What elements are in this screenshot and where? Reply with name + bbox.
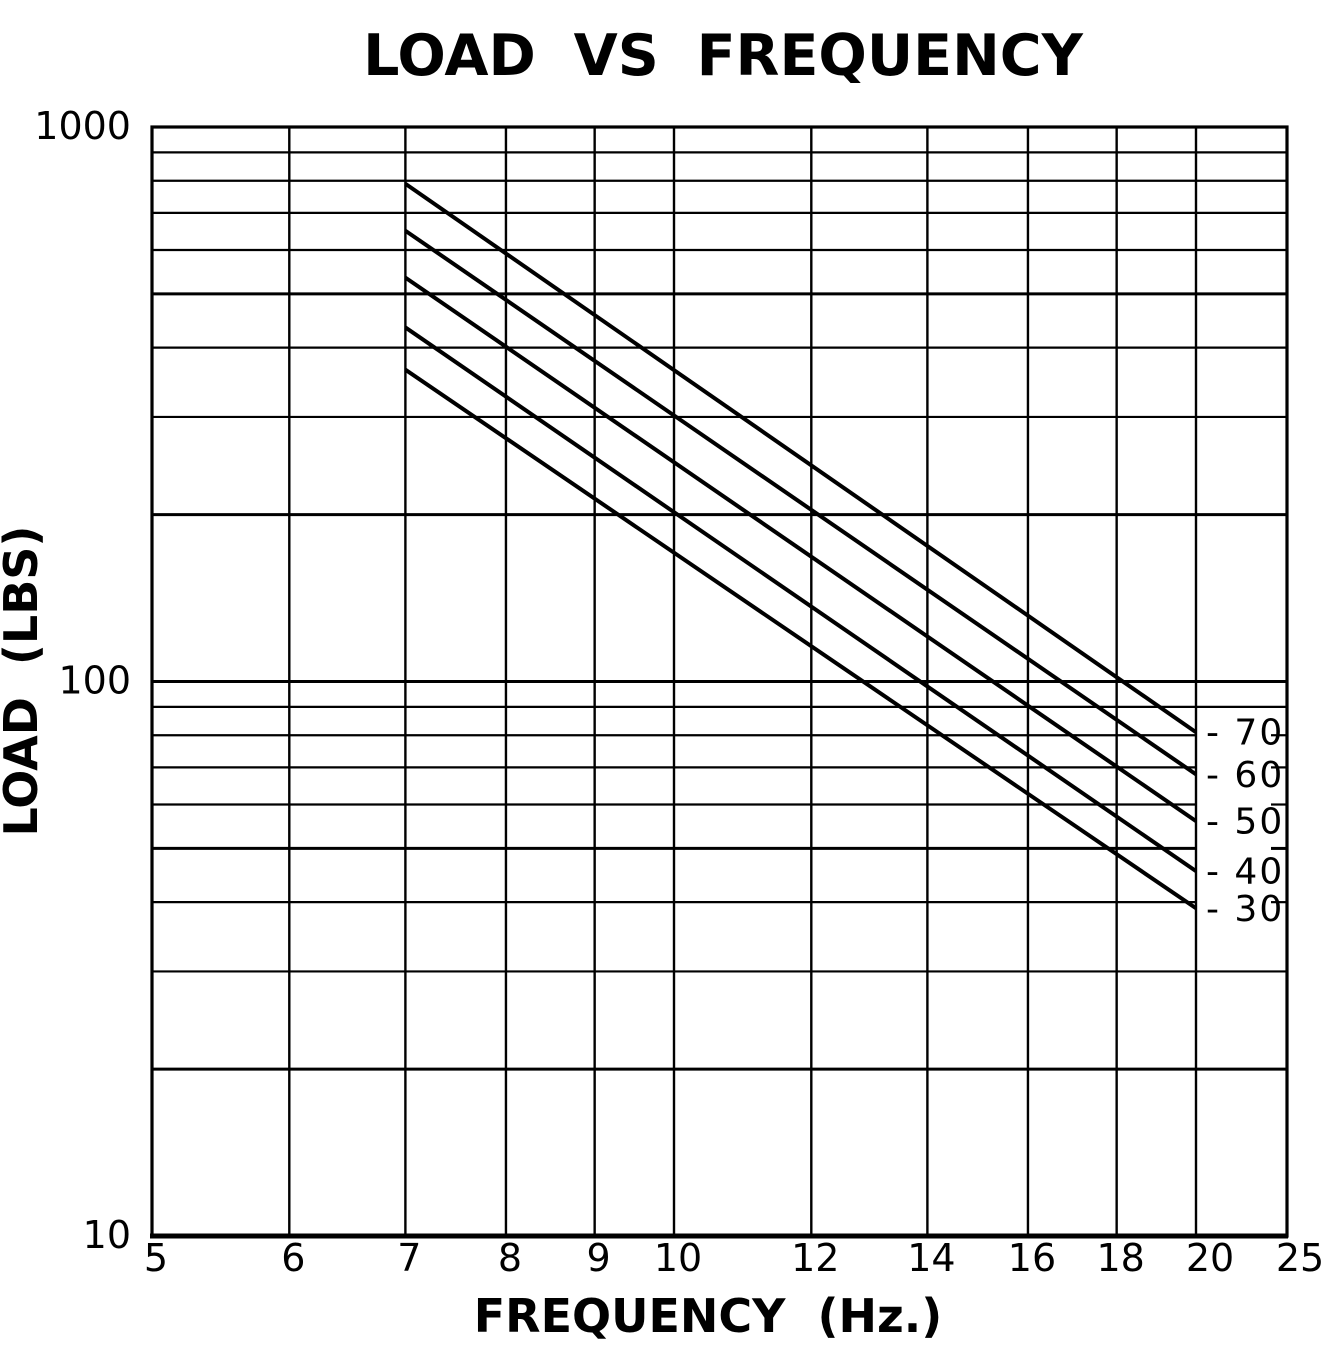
x-axis-title: FREQUENCY (Hz.) xyxy=(474,1289,943,1343)
series-label--60: - 60 xyxy=(1206,755,1284,796)
series-line--40 xyxy=(404,325,1198,873)
x-tick-label-18: 18 xyxy=(1096,1236,1144,1280)
x-tick-label-6: 6 xyxy=(281,1236,305,1280)
series-layer: - 70- 60 - 50 - 40- 30 xyxy=(404,182,1284,930)
series-label--50: - 50 xyxy=(1206,802,1284,843)
series-label--30: - 30 xyxy=(1206,889,1284,930)
y-tick-label-10: 10 xyxy=(83,1213,131,1257)
x-tick-label-7: 7 xyxy=(397,1236,421,1280)
series-line--70 xyxy=(404,182,1198,734)
series-label--70: - 70 xyxy=(1206,713,1284,754)
series-line--30 xyxy=(404,368,1198,910)
series-line--50 xyxy=(404,275,1198,823)
x-tick-label-5: 5 xyxy=(144,1236,168,1280)
series-label--40: - 40 xyxy=(1206,852,1284,893)
x-tick-label-14: 14 xyxy=(907,1236,955,1280)
chart-title: LOAD VS FREQUENCY xyxy=(363,23,1083,89)
grid-layer xyxy=(150,125,1289,1239)
y-tick-label-1000: 1000 xyxy=(34,104,131,148)
y-axis-title: LOAD (LBS) xyxy=(0,526,48,837)
y-tick-label-100: 100 xyxy=(58,659,131,703)
x-tick-label-8: 8 xyxy=(498,1236,522,1280)
x-tick-label-12: 12 xyxy=(791,1236,839,1280)
x-tick-label-20: 20 xyxy=(1186,1236,1234,1280)
x-tick-label-25: 25 xyxy=(1276,1236,1324,1280)
series-line--60 xyxy=(404,229,1198,777)
x-tick-label-9: 9 xyxy=(587,1236,611,1280)
x-tick-label-10: 10 xyxy=(654,1236,702,1280)
x-tick-label-16: 16 xyxy=(1008,1236,1056,1280)
tick-label-layer: 5 6 7 8 9 10 12 14 16 18 20 25 1000 100 10 xyxy=(34,104,1324,1280)
